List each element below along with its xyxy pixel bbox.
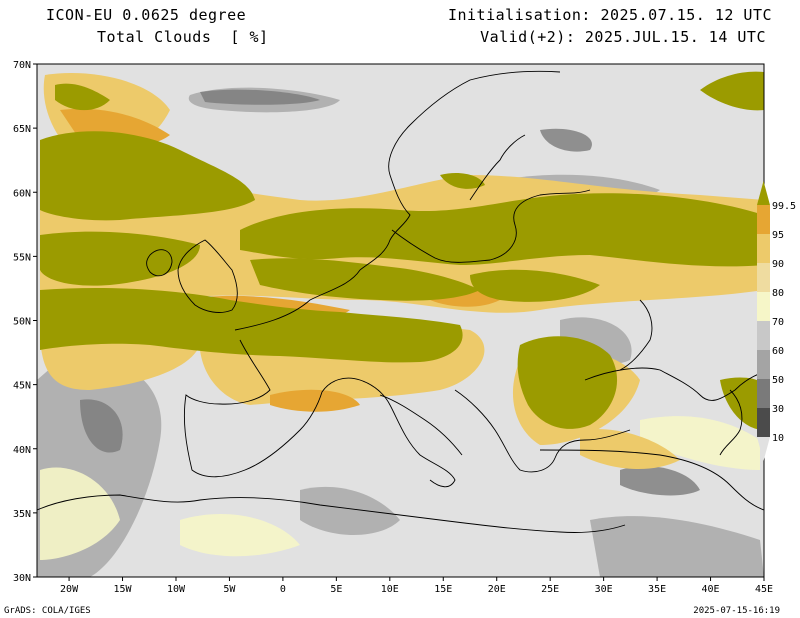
lon-tick-label: 25E xyxy=(541,584,559,595)
model-title: ICON-EU 0.0625 degree xyxy=(46,6,247,24)
colorbar-label: 95 xyxy=(772,230,784,241)
colorbar-swatch xyxy=(757,350,770,379)
colorbar-high-triangle xyxy=(757,181,770,205)
lon-tick-label: 15E xyxy=(434,584,452,595)
lon-tick-label: 20W xyxy=(60,584,79,595)
colorbar-label: 70 xyxy=(772,317,784,328)
init-time: Initialisation: 2025.07.15. 12 UTC xyxy=(447,6,772,24)
lon-tick-label: 10E xyxy=(381,584,399,595)
colorbar-low-triangle xyxy=(757,437,770,461)
colorbar-swatch xyxy=(757,408,770,437)
footer-credit: GrADS: COLA/IGES xyxy=(4,606,91,616)
colorbar-swatch xyxy=(757,205,770,234)
colorbar-label: 30 xyxy=(772,404,784,415)
mid-cloud-patches xyxy=(80,89,700,496)
lon-tick-label: 15W xyxy=(113,584,132,595)
lon-tick-label: 35E xyxy=(648,584,666,595)
colorbar-swatch xyxy=(757,234,770,263)
overcast-areas xyxy=(40,71,764,430)
lat-tick-label: 45N xyxy=(13,381,31,392)
valid-time: Valid(+2): 2025.JUL.15. 14 UTC xyxy=(480,28,766,46)
lon-tick-label: 0 xyxy=(280,584,286,595)
lon-tick-label: 20E xyxy=(488,584,506,595)
coastlines xyxy=(37,70,764,533)
lon-tick-label: 5E xyxy=(330,584,342,595)
lat-tick-label: 70N xyxy=(13,60,31,71)
colorbar-label: 60 xyxy=(772,346,784,357)
footer-timestamp: 2025-07-15-16:19 xyxy=(693,606,780,616)
colorbar-label: 99.5 xyxy=(772,201,796,212)
lat-tick-label: 55N xyxy=(13,252,31,263)
lon-tick-label: 5W xyxy=(223,584,236,595)
colorbar-swatch xyxy=(757,292,770,321)
lon-tick-label: 10W xyxy=(167,584,186,595)
colorbar-label: 90 xyxy=(772,259,784,270)
colorbar-swatch xyxy=(757,379,770,408)
colorbar-label: 50 xyxy=(772,375,784,386)
colorbar-label: 10 xyxy=(772,433,784,444)
lon-axis: 20W 15W 10W 5W 0 5E 10E 15E 20E 25E 30E 35E 40E 45E xyxy=(60,577,773,595)
lat-tick-label: 50N xyxy=(13,317,31,328)
lat-tick-label: 60N xyxy=(13,188,31,199)
colorbar-label: 80 xyxy=(772,288,784,299)
lat-tick-label: 30N xyxy=(13,573,31,584)
lat-tick-label: 40N xyxy=(13,445,31,456)
lon-tick-label: 45E xyxy=(755,584,773,595)
pale-cloud-patches xyxy=(40,266,760,560)
cloud-field xyxy=(37,64,764,577)
lon-tick-label: 30E xyxy=(595,584,613,595)
lat-tick-label: 65N xyxy=(13,124,31,135)
lat-tick-label: 35N xyxy=(13,509,31,520)
field-title: Total Clouds [ %] xyxy=(97,28,269,46)
lon-tick-label: 40E xyxy=(702,584,720,595)
lat-axis: 70N 65N 60N 55N 50N 45N 40N 35N 30N xyxy=(13,60,37,584)
colorbar-swatch xyxy=(757,321,770,350)
colorbar-legend: 10 30 50 60 70 80 90 95 99.5 xyxy=(757,181,796,461)
colorbar-swatch xyxy=(757,263,770,292)
